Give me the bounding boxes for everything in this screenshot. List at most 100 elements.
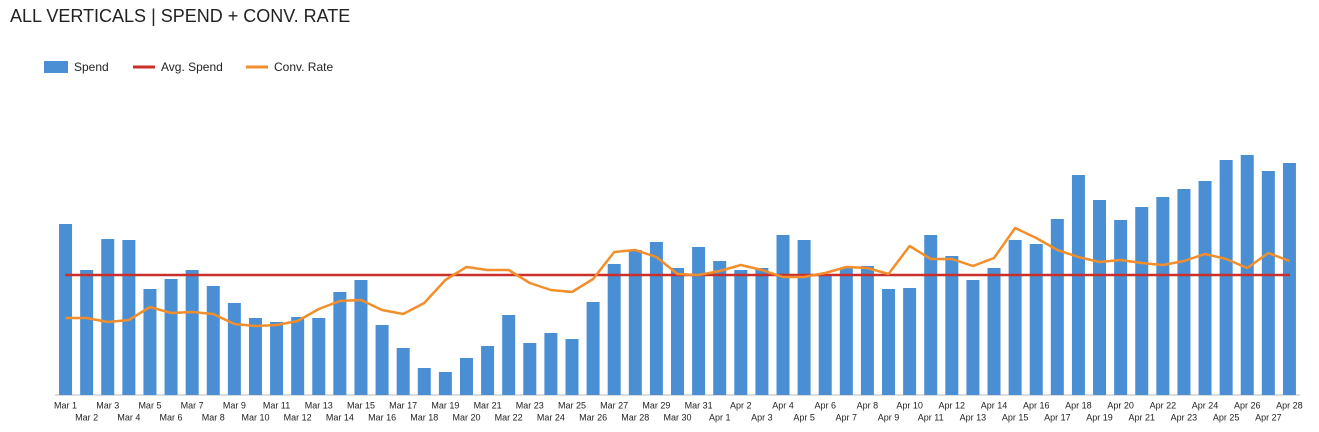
bar: [776, 235, 790, 395]
x-tick-label: Apr 24: [1192, 400, 1219, 410]
bar: [945, 256, 959, 395]
x-tick-label: Apr 21: [1128, 412, 1155, 422]
bar: [818, 276, 832, 395]
x-tick-label: Mar 15: [347, 400, 375, 410]
x-tick-label: Mar 3: [96, 400, 119, 410]
x-tick-label: Mar 28: [621, 412, 649, 422]
bar: [1282, 163, 1296, 395]
bar: [1071, 175, 1085, 395]
bar: [1050, 219, 1064, 395]
x-tick-label: Mar 12: [284, 412, 312, 422]
x-tick-label: Apr 9: [878, 412, 900, 422]
x-tick-label: Apr 22: [1150, 400, 1177, 410]
x-tick-label: Apr 23: [1171, 412, 1198, 422]
bar: [628, 250, 642, 395]
x-tick-label: Apr 7: [836, 412, 858, 422]
bar: [882, 289, 896, 395]
x-tick-label: Apr 8: [857, 400, 879, 410]
bar: [671, 268, 684, 395]
x-tick-label: Mar 10: [241, 412, 269, 422]
x-tick-label: Mar 4: [117, 412, 140, 422]
bar: [396, 348, 410, 395]
bar: [375, 325, 389, 395]
x-tick-label: Apr 17: [1044, 412, 1071, 422]
x-tick-label: Mar 7: [181, 400, 204, 410]
bar: [607, 264, 621, 395]
bar: [839, 268, 853, 395]
bar: [270, 322, 284, 395]
bar: [903, 288, 917, 395]
x-tick-label: Mar 20: [452, 412, 480, 422]
x-tick-label: Mar 23: [516, 400, 544, 410]
bar: [80, 270, 94, 395]
x-tick-label: Apr 4: [772, 400, 794, 410]
x-tick-label: Mar 27: [600, 400, 628, 410]
bar: [1177, 189, 1191, 395]
x-tick-label: Mar 6: [160, 412, 183, 422]
bar: [248, 318, 262, 395]
bar: [523, 343, 537, 395]
x-tick-label: Apr 13: [960, 412, 987, 422]
x-tick-label: Mar 2: [75, 412, 98, 422]
x-tick-label: Apr 1: [709, 412, 731, 422]
bar: [1261, 171, 1275, 395]
x-tick-label: Mar 16: [368, 412, 396, 422]
x-tick-label: Mar 14: [326, 412, 354, 422]
bar: [1114, 220, 1128, 395]
bar: [122, 240, 136, 395]
line: [65, 226, 1290, 328]
bar: [185, 270, 199, 395]
x-tick-label: Apr 5: [793, 412, 815, 422]
x-tick-label: Apr 12: [939, 400, 966, 410]
bar: [544, 333, 558, 395]
bar: [649, 242, 663, 395]
bar: [987, 268, 1001, 395]
x-tick-label: Mar 9: [223, 400, 246, 410]
bar: [164, 279, 178, 395]
x-tick-label: Mar 26: [579, 412, 607, 422]
x-tick-label: Apr 18: [1065, 400, 1092, 410]
x-tick-label: Apr 20: [1107, 400, 1134, 410]
x-tick-label: Apr 15: [1002, 412, 1029, 422]
legend-label: Spend: [74, 60, 109, 74]
x-tick-label: Mar 11: [263, 400, 290, 410]
x-tick-label: Apr 6: [814, 400, 836, 410]
bar: [291, 317, 305, 395]
bar: [206, 286, 220, 395]
x-tick-label: Apr 27: [1255, 412, 1282, 422]
bar: [481, 346, 495, 395]
bar: [713, 261, 727, 395]
bar: [227, 303, 241, 395]
x-tick-label: Apr 11: [918, 412, 944, 422]
bar: [966, 280, 980, 395]
x-tick-label: Mar 13: [305, 400, 333, 410]
x-tick-label: Apr 28: [1276, 400, 1303, 410]
bar: [502, 315, 516, 395]
chart-title: ALL VERTICALS | SPEND + CONV. RATE: [10, 6, 350, 26]
bar: [59, 224, 73, 395]
x-tick-label: Mar 8: [202, 412, 225, 422]
legend-label: Conv. Rate: [274, 60, 333, 74]
bar: [565, 339, 579, 395]
legend-swatch: [44, 61, 68, 73]
x-tick-label: Apr 16: [1023, 400, 1050, 410]
bar: [1198, 181, 1212, 395]
bar: [438, 372, 452, 395]
x-tick-label: Mar 30: [663, 412, 691, 422]
bar: [860, 266, 874, 395]
bar: [459, 358, 473, 395]
x-tick-label: Mar 18: [410, 412, 438, 422]
bar: [1029, 244, 1043, 395]
x-tick-label: Mar 5: [138, 400, 161, 410]
bar: [1093, 200, 1107, 395]
x-tick-label: Apr 14: [981, 400, 1008, 410]
x-tick-label: Apr 10: [896, 400, 923, 410]
bar: [734, 270, 748, 395]
x-tick-label: Mar 25: [558, 400, 586, 410]
x-tick-label: Mar 29: [642, 400, 670, 410]
bar: [1008, 240, 1022, 395]
x-tick-label: Mar 1: [54, 400, 77, 410]
bar: [417, 368, 431, 395]
x-tick-label: Apr 2: [730, 400, 752, 410]
